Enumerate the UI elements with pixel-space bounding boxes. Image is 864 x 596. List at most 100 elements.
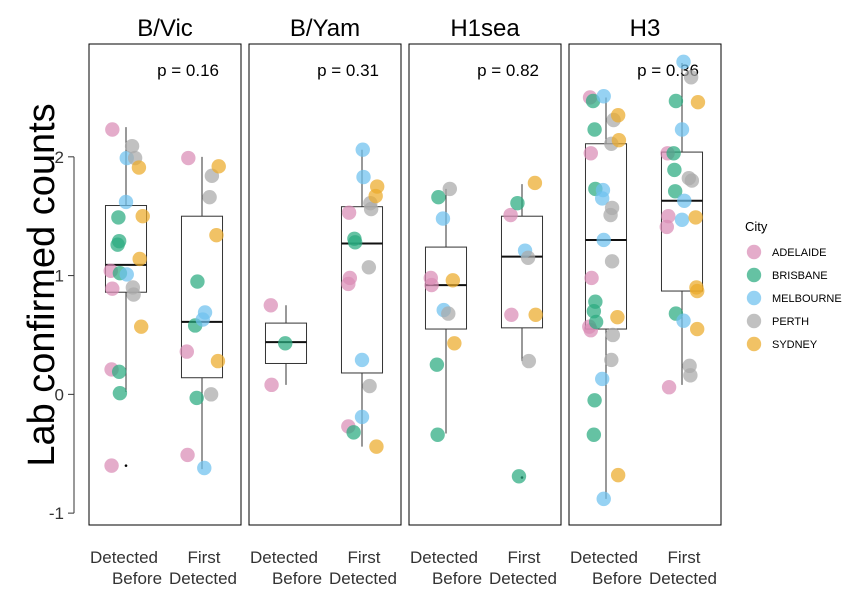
y-tick-label: 1 (55, 267, 64, 286)
data-point (603, 207, 618, 223)
data-point (131, 160, 147, 175)
legend-items: ADELAIDE BRISBANE MELBOURNE PERTH SYDNEY (746, 244, 842, 352)
x-tick-label-line1: First (347, 548, 380, 567)
data-point (521, 353, 537, 369)
data-point (203, 387, 219, 402)
data-point (347, 235, 363, 250)
p-value-label: p = 0.82 (477, 61, 539, 80)
x-tick-label-line2: Detected (329, 569, 397, 588)
data-point (341, 276, 356, 292)
data-point (104, 458, 119, 473)
legend-swatch (746, 244, 762, 260)
x-tick-label-line1: Detected (410, 548, 478, 567)
data-point (263, 298, 278, 313)
data-point (363, 201, 379, 217)
box-iqr (180, 215, 224, 379)
data-point (667, 184, 683, 199)
data-point (683, 70, 699, 85)
panel-2: B/Yam p = 0.31 Detected Before First Detected (248, 15, 402, 588)
x-tick-label-line2: Detected (169, 569, 237, 588)
data-point (119, 267, 134, 282)
data-point (527, 175, 543, 191)
data-point (118, 194, 134, 210)
data-point (504, 307, 519, 322)
data-point (674, 122, 690, 137)
panel-title: B/Yam (290, 15, 360, 42)
data-point (596, 232, 611, 248)
data-point (520, 250, 536, 265)
data-point (596, 491, 611, 507)
data-point (197, 460, 212, 476)
legend-item: SYDNEY (746, 336, 818, 352)
data-point (677, 193, 692, 208)
data-point (584, 270, 599, 286)
data-point (211, 159, 226, 174)
legend: City ADELAIDE BRISBANE MELBOURNE PERTH SYDNE… (745, 219, 842, 352)
legend-item: PERTH (746, 313, 809, 329)
data-point (132, 251, 147, 267)
y-tick-label: 2 (55, 148, 64, 167)
jitter-points (582, 54, 706, 507)
data-point (528, 307, 543, 322)
y-tick-label: 0 (55, 385, 64, 404)
data-point (431, 190, 446, 205)
data-point (661, 380, 677, 395)
data-point (361, 260, 377, 275)
data-point (604, 254, 620, 269)
jitter-points (103, 122, 226, 476)
data-point (587, 393, 602, 408)
data-point (668, 93, 684, 109)
x-tick-label-line1: Detected (250, 548, 318, 567)
data-point (111, 364, 127, 379)
box-iqr (340, 206, 384, 374)
data-point (587, 122, 602, 137)
data-point (586, 427, 602, 442)
data-point (354, 352, 370, 368)
data-point (445, 273, 461, 288)
data-point (135, 209, 150, 224)
data-point (588, 314, 604, 330)
y-axis-label: Lab confirmed counts (21, 103, 63, 466)
data-point (610, 309, 625, 325)
data-point (210, 353, 226, 369)
x-tick-label-line1: First (507, 548, 540, 567)
data-point (126, 287, 141, 302)
panel-border (88, 43, 242, 526)
data-point (604, 352, 619, 368)
data-point (356, 169, 371, 185)
data-point (424, 277, 439, 293)
legend-label: PERTH (772, 316, 809, 328)
data-point (610, 108, 626, 123)
data-point (112, 385, 128, 401)
legend-swatch (746, 336, 762, 352)
legend-item: BRISBANE (746, 267, 828, 283)
box-outlier (124, 464, 128, 467)
data-point (105, 281, 120, 296)
data-point (690, 283, 705, 299)
data-point (430, 427, 445, 442)
x-tick-label-line2: Before (272, 569, 322, 588)
data-point (605, 327, 621, 343)
x-tick-label-line2: Before (432, 569, 482, 588)
data-point (134, 319, 149, 334)
data-point (110, 237, 125, 252)
data-point (354, 409, 370, 425)
data-point (661, 209, 676, 224)
x-tick-label-line2: Detected (649, 569, 717, 588)
data-point (346, 425, 361, 440)
legend-label: SYDNEY (772, 339, 818, 351)
x-tick-label-line2: Before (112, 569, 162, 588)
panel-title: H3 (630, 15, 661, 42)
panel-1: B/Vic p = 0.16 Detected Before First Detected (88, 15, 242, 588)
data-point (368, 188, 383, 204)
data-point (595, 371, 610, 387)
legend-swatch (746, 267, 762, 283)
x-tick-label-line1: First (667, 548, 700, 567)
data-point (105, 122, 120, 137)
legend-label: MELBOURNE (772, 293, 842, 305)
data-point (659, 219, 674, 235)
data-point (278, 336, 293, 351)
y-axis: -1 0 1 2 (49, 148, 75, 523)
x-tick-label-line1: Detected (90, 548, 158, 567)
